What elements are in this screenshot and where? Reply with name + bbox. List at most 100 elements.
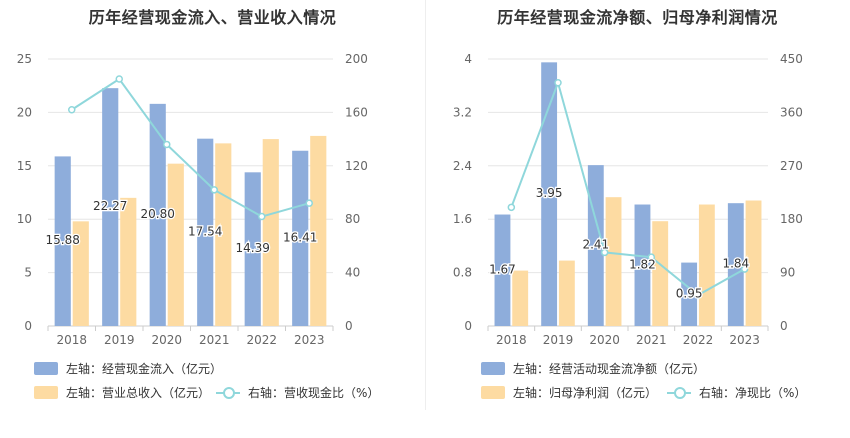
legend-item-revenue-cash-ratio[interactable]: 右轴：营收现金比（%） xyxy=(216,384,379,401)
ratio-point xyxy=(258,212,266,221)
x-axis-tick-label: 2020 xyxy=(589,333,620,347)
bar xyxy=(149,103,166,326)
ratio-point xyxy=(507,203,516,212)
legend-item-net-profit[interactable]: 左轴：归母净利润（亿元） xyxy=(481,384,657,401)
legend-label: 右轴：净现比（%） xyxy=(699,386,807,400)
bar-data-label: 15.88 xyxy=(46,233,80,247)
right-axis-tick-label: 120 xyxy=(345,159,368,173)
x-axis-tick-label: 2021 xyxy=(199,333,230,347)
left-axis-tick-label: 0 xyxy=(464,319,472,333)
legend-swatch-line xyxy=(667,386,691,399)
ratio-point xyxy=(554,78,562,87)
ratio-line xyxy=(71,77,310,218)
bar xyxy=(634,204,651,326)
x-axis-tick-label: 2023 xyxy=(729,333,760,347)
bar xyxy=(558,260,575,326)
left-axis-tick-label: 25 xyxy=(17,52,32,66)
left-axis-tick-label: 4 xyxy=(464,52,472,66)
left-axis-tick-label: 15 xyxy=(17,159,32,173)
right-axis-tick-label: 180 xyxy=(780,212,803,226)
bar-data-label: 20.80 xyxy=(141,207,175,221)
legend-item-net-cash-flow[interactable]: 左轴：经营活动现金流净额（亿元） xyxy=(481,360,705,377)
left-axis-tick-label: 5 xyxy=(24,266,32,280)
x-axis-tick-label: 2022 xyxy=(246,333,277,347)
right-axis-tick-label: 0 xyxy=(780,319,788,333)
bar-data-label: 1.67 xyxy=(489,262,516,276)
right-axis-tick-label: 90 xyxy=(780,266,795,280)
bar-data-label: 3.95 xyxy=(536,186,563,200)
bar xyxy=(698,204,715,326)
right-chart-title: 历年经营现金流净额、归母净利润情况 xyxy=(497,8,778,27)
bar-data-label: 16.41 xyxy=(283,230,317,244)
left-axis-tick-label: 0 xyxy=(24,319,32,333)
legend-label: 左轴：营业总收入（亿元） xyxy=(66,386,211,400)
right-chart-panel: 历年经营现金流净额、归母净利润情况 0 0.8 1.6 2.4 3.2 4 0 90 180 27… xyxy=(425,0,850,438)
bar-data-label: 17.54 xyxy=(188,224,222,238)
ratio-point xyxy=(647,253,656,261)
bar xyxy=(727,203,744,326)
right-axis-tick-label: 80 xyxy=(345,212,360,226)
bar xyxy=(292,150,309,326)
left-axis-tick-label: 20 xyxy=(17,105,32,119)
right-axis-tick-label: 0 xyxy=(345,319,353,333)
bar xyxy=(120,197,137,326)
left-axis-tick-label: 1.6 xyxy=(453,212,472,226)
right-axis-tick-label: 200 xyxy=(345,52,368,66)
bar xyxy=(745,200,762,326)
ratio-point xyxy=(740,265,749,273)
bar xyxy=(244,172,261,326)
x-axis-tick-label: 2019 xyxy=(104,333,135,347)
ratio-line xyxy=(510,79,746,297)
ratio-point xyxy=(600,248,609,257)
bar-data-label: 0.95 xyxy=(676,286,703,300)
ratio-point xyxy=(305,199,313,207)
legend-swatch-line xyxy=(216,386,240,399)
bar xyxy=(605,197,622,326)
bar xyxy=(652,221,669,326)
bar-data-label: 1.82 xyxy=(629,257,656,271)
left-chart-plot: 0 5 10 15 20 25 0 40 80 120 160 200 2018 2019 2020 2021… xyxy=(17,52,368,347)
bar xyxy=(215,143,232,326)
ratio-point xyxy=(68,105,76,114)
ratio-point xyxy=(115,75,123,83)
legend-item-cash-inflow[interactable]: 左轴：经营现金流入（亿元） xyxy=(34,360,222,377)
legend-swatch-blue xyxy=(481,362,505,375)
left-axis-tick-label: 10 xyxy=(17,212,32,226)
legend-label: 左轴：经营活动现金流净额（亿元） xyxy=(513,362,706,376)
bar-data-label: 2.41 xyxy=(582,238,609,252)
panel-divider xyxy=(425,0,426,410)
ratio-point xyxy=(163,140,171,149)
bar xyxy=(102,88,119,326)
left-axis-tick-label: 0.8 xyxy=(453,266,472,280)
x-axis-tick-label: 2020 xyxy=(151,333,182,347)
left-chart-panel: 历年经营现金流入、营业收入情况 0 5 10 15 20 25 0 40 80 120 160 200… xyxy=(17,8,380,401)
bar-data-label: 14.39 xyxy=(236,241,270,255)
right-chart-plot: 0 0.8 1.6 2.4 3.2 4 0 90 180 270 360 450 2018 2019 202… xyxy=(453,52,803,347)
left-axis-tick-label: 3.2 xyxy=(453,105,472,119)
x-axis-tick-label: 2018 xyxy=(56,333,87,347)
bar xyxy=(681,262,698,326)
bar xyxy=(512,270,529,326)
x-axis-tick-label: 2023 xyxy=(294,333,325,347)
right-axis-tick-label: 160 xyxy=(345,105,368,119)
legend-swatch-blue xyxy=(34,362,58,375)
bar xyxy=(494,214,511,326)
right-axis-tick-label: 360 xyxy=(780,105,803,119)
legend-item-total-revenue[interactable]: 左轴：营业总收入（亿元） xyxy=(34,384,210,401)
legend-label: 左轴：经营现金流入（亿元） xyxy=(66,362,223,376)
bar xyxy=(72,221,89,326)
x-axis-tick-label: 2021 xyxy=(636,333,667,347)
x-axis-tick-label: 2019 xyxy=(543,333,574,347)
ratio-point xyxy=(694,291,702,299)
ratio-point xyxy=(210,186,218,194)
bar xyxy=(310,135,327,326)
right-axis-tick-label: 450 xyxy=(780,52,803,66)
right-axis-tick-label: 270 xyxy=(780,159,803,173)
bar-data-label: 1.84 xyxy=(722,257,749,271)
bar xyxy=(54,156,71,326)
bar-data-label: 22.27 xyxy=(93,199,127,213)
x-axis-tick-label: 2018 xyxy=(496,333,527,347)
bar xyxy=(541,62,558,327)
legend-item-net-cash-ratio[interactable]: 右轴：净现比（%） xyxy=(667,384,806,401)
bar xyxy=(167,163,184,326)
